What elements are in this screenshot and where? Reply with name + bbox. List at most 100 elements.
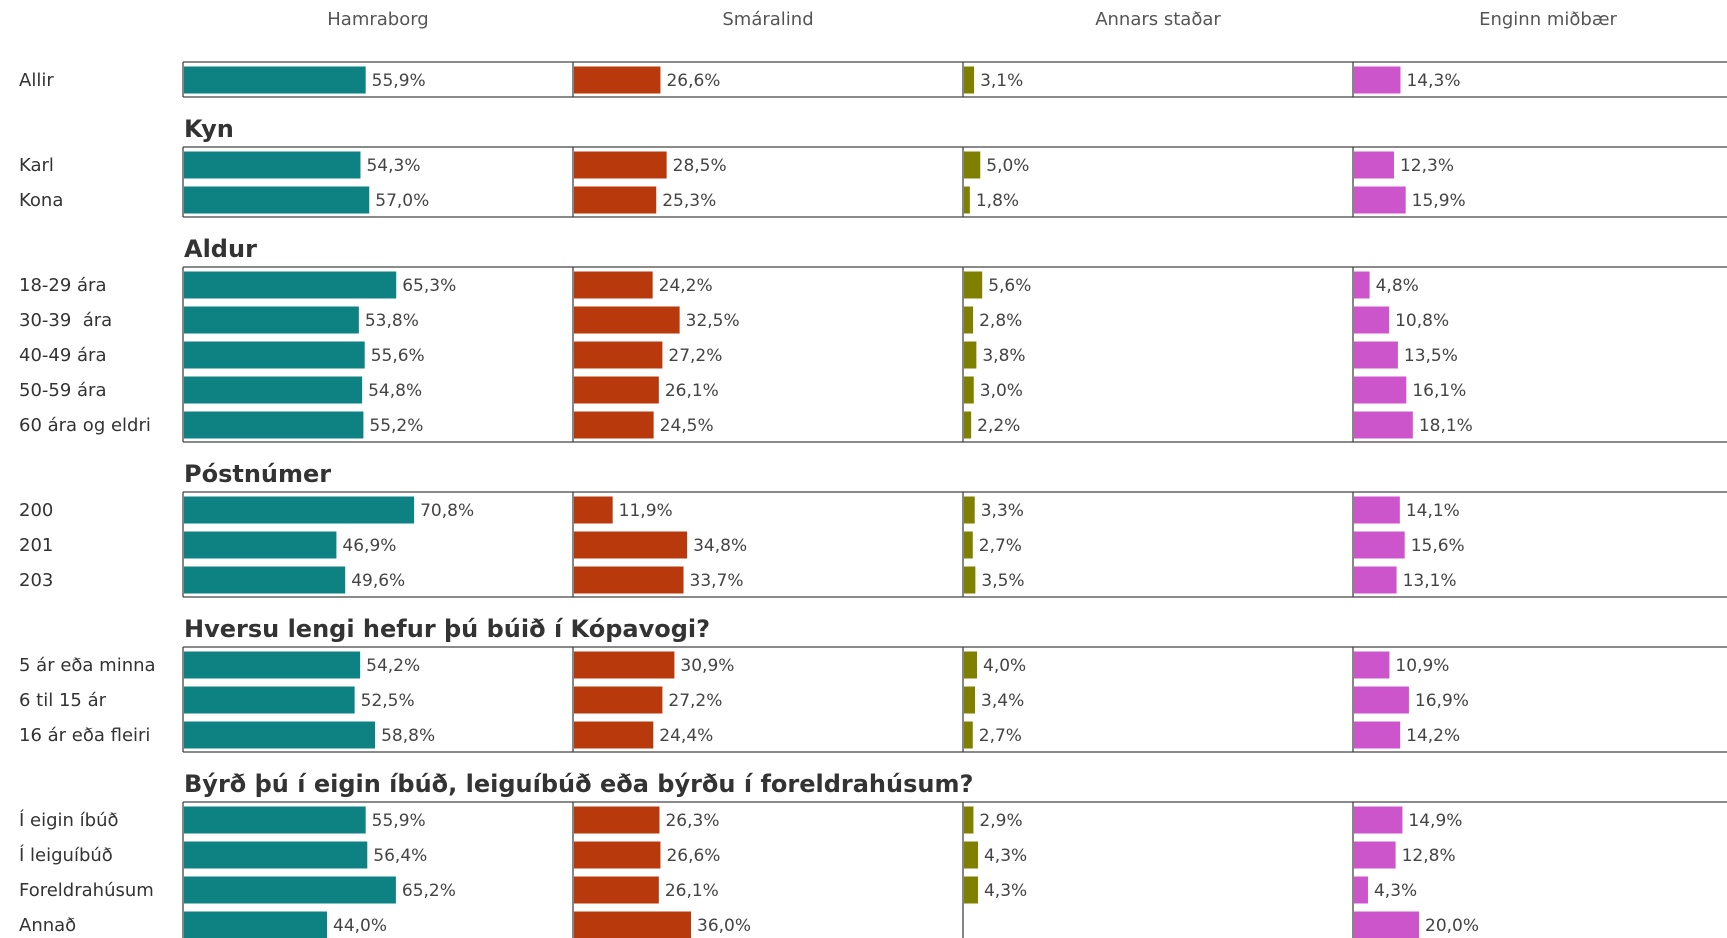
value-label: 26,3%	[665, 811, 719, 831]
value-label: 26,6%	[666, 846, 720, 866]
value-label: 54,3%	[366, 156, 420, 176]
group-title: Aldur	[184, 235, 257, 263]
row-label: 40-49 ára	[19, 345, 107, 366]
row-label: Kona	[19, 190, 63, 211]
bar	[184, 306, 359, 334]
value-label: 2,7%	[979, 726, 1022, 746]
value-label: 28,5%	[673, 156, 727, 176]
value-label: 13,5%	[1404, 346, 1458, 366]
bar	[184, 686, 355, 714]
value-label: 55,2%	[369, 416, 423, 436]
value-label: 10,8%	[1395, 311, 1449, 331]
bar	[1354, 841, 1396, 869]
value-label: 3,4%	[981, 691, 1024, 711]
bar	[964, 651, 977, 679]
bar	[574, 411, 654, 439]
value-label: 46,9%	[342, 536, 396, 556]
bar	[184, 531, 337, 559]
value-label: 12,3%	[1400, 156, 1454, 176]
row-label: 30-39 ára	[19, 310, 112, 331]
value-label: 56,4%	[373, 846, 427, 866]
row-label: 203	[19, 570, 53, 591]
bar	[1354, 66, 1401, 94]
value-label: 55,9%	[372, 71, 426, 91]
value-label: 52,5%	[361, 691, 415, 711]
bar	[184, 186, 370, 214]
value-label: 14,2%	[1406, 726, 1460, 746]
column-header: Smáralind	[722, 9, 813, 30]
bar	[964, 151, 981, 179]
value-label: 4,3%	[1374, 881, 1417, 901]
value-label: 4,0%	[983, 656, 1026, 676]
value-label: 26,6%	[666, 71, 720, 91]
bar	[574, 721, 654, 749]
bar	[1354, 876, 1368, 904]
bar	[1354, 911, 1419, 938]
row-label: 200	[19, 500, 53, 521]
value-label: 24,5%	[660, 416, 714, 436]
bar	[184, 411, 364, 439]
row-label: 6 til 15 ár	[19, 690, 107, 711]
value-label: 26,1%	[665, 881, 719, 901]
value-label: 33,7%	[690, 571, 744, 591]
bar	[964, 686, 976, 714]
value-label: 3,5%	[981, 571, 1024, 591]
value-label: 25,3%	[662, 191, 716, 211]
bar	[964, 341, 977, 369]
bar	[574, 686, 663, 714]
bar	[574, 566, 684, 594]
bar	[574, 306, 680, 334]
bar	[964, 566, 976, 594]
bar	[184, 911, 327, 938]
value-label: 65,2%	[402, 881, 456, 901]
row-label: Í leiguíbúð	[19, 844, 113, 866]
bar	[1354, 376, 1407, 404]
value-label: 20,0%	[1425, 916, 1479, 936]
bar	[574, 271, 653, 299]
value-label: 2,8%	[979, 311, 1022, 331]
value-label: 54,8%	[368, 381, 422, 401]
bar	[964, 66, 975, 94]
bar	[1354, 721, 1401, 749]
bar	[964, 271, 983, 299]
column-header: Annars staðar	[1095, 9, 1221, 30]
bar	[964, 376, 974, 404]
value-label: 65,3%	[402, 276, 456, 296]
group-title: Póstnúmer	[184, 460, 331, 488]
value-label: 3,0%	[980, 381, 1023, 401]
bar	[574, 151, 667, 179]
value-label: 2,9%	[979, 811, 1022, 831]
value-label: 5,6%	[988, 276, 1031, 296]
bar	[184, 151, 361, 179]
bar	[1354, 686, 1409, 714]
value-label: 27,2%	[668, 691, 722, 711]
value-label: 70,8%	[420, 501, 474, 521]
bar	[574, 651, 675, 679]
bar	[574, 531, 688, 559]
value-label: 3,8%	[982, 346, 1025, 366]
bar	[1354, 186, 1406, 214]
value-label: 10,9%	[1395, 656, 1449, 676]
value-label: 24,2%	[659, 276, 713, 296]
bar	[184, 566, 346, 594]
value-label: 58,8%	[381, 726, 435, 746]
bar	[574, 341, 663, 369]
value-label: 18,1%	[1419, 416, 1473, 436]
value-label: 55,6%	[371, 346, 425, 366]
bar	[184, 841, 368, 869]
value-label: 4,3%	[984, 881, 1027, 901]
bar	[574, 841, 661, 869]
value-label: 16,1%	[1412, 381, 1466, 401]
value-label: 12,8%	[1402, 846, 1456, 866]
bar	[184, 651, 361, 679]
bar	[574, 496, 613, 524]
value-label: 4,8%	[1376, 276, 1419, 296]
value-label: 24,4%	[659, 726, 713, 746]
bar	[184, 66, 366, 94]
bar	[1354, 806, 1403, 834]
group-title: Hversu lengi hefur þú búið í Kópavogi?	[184, 615, 710, 643]
bar	[574, 66, 661, 94]
value-label: 5,0%	[986, 156, 1029, 176]
value-label: 13,1%	[1403, 571, 1457, 591]
bar	[964, 721, 973, 749]
